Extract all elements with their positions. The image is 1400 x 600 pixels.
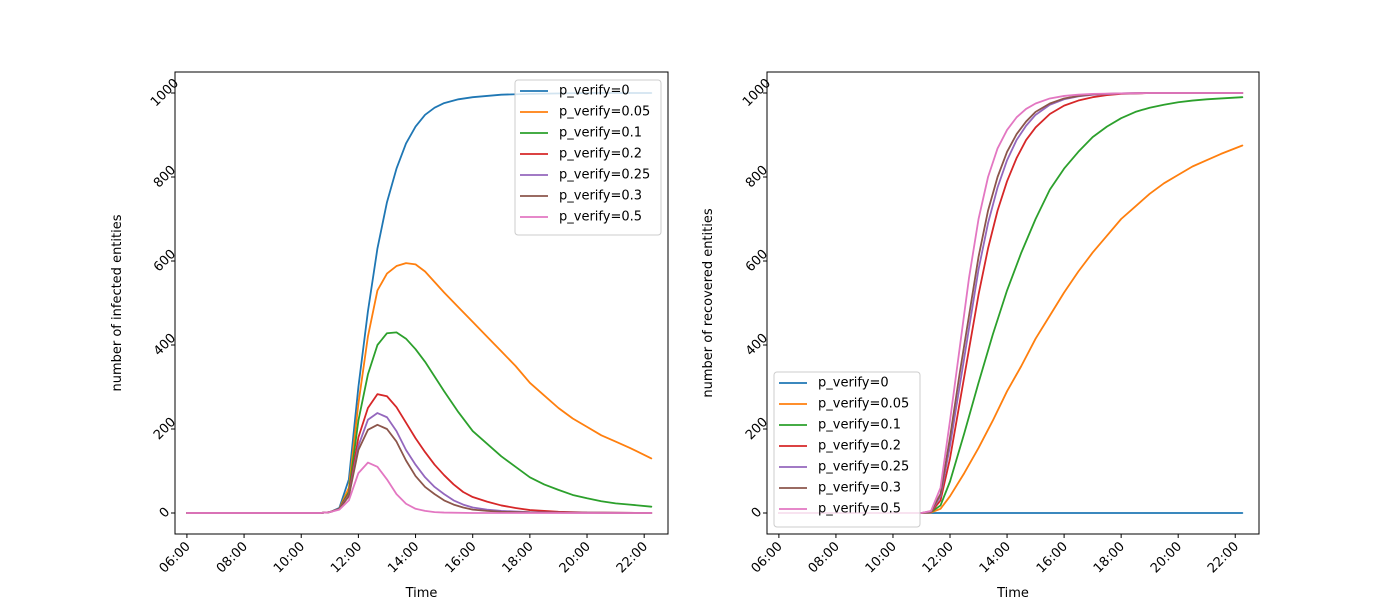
x-tick-label: 18:00 xyxy=(1091,539,1128,576)
x-axis-label: Time xyxy=(996,586,1029,600)
series-line-2 xyxy=(777,144,1244,514)
axes-frame xyxy=(766,71,1260,535)
x-tick-label: 16:00 xyxy=(442,539,479,576)
legend-label: p_verify=0 xyxy=(818,376,889,391)
x-tick-label: 08:00 xyxy=(214,539,251,576)
series-line-5 xyxy=(186,412,653,514)
series-line-3 xyxy=(186,331,653,514)
y-axis-label: number of infected entities xyxy=(110,214,125,391)
chart-panel-1: 06:00 08:00 10:00 12:00 14:00 16:00 18:00 20:00… xyxy=(110,71,669,600)
x-tick-label: 10:00 xyxy=(863,539,900,576)
x-axis-label: Time xyxy=(405,586,438,600)
series-line-7 xyxy=(186,461,653,514)
legend-label: p_verify=0.3 xyxy=(559,189,642,204)
series-line-4 xyxy=(186,393,653,514)
x-tick-label: 08:00 xyxy=(806,539,843,576)
x-tick-label: 12:00 xyxy=(328,539,365,576)
legend: p_verify=0 p_verify=0.05 p_verify=0.1 p_ver… xyxy=(514,79,662,236)
x-tick-label: 06:00 xyxy=(749,539,786,576)
y-tick-label: 1000 xyxy=(148,76,182,110)
x-tick-label: 14:00 xyxy=(977,539,1014,576)
x-tick-label: 06:00 xyxy=(157,539,194,576)
legend-box xyxy=(773,371,921,528)
legend-label: p_verify=0.3 xyxy=(818,481,901,496)
x-tick-label: 12:00 xyxy=(920,539,957,576)
chart-panel-2: 06:00 08:00 10:00 12:00 14:00 16:00 18:00 20:00… xyxy=(701,71,1260,600)
y-axis-label: number of recovered entities xyxy=(701,208,716,397)
x-tick-label: 18:00 xyxy=(500,539,537,576)
legend-label: p_verify=0.25 xyxy=(559,168,650,183)
y-tick-label: 1000 xyxy=(740,76,774,110)
y-tick-label: 0 xyxy=(157,505,173,521)
legend: p_verify=0 p_verify=0.05 p_verify=0.1 p_ver… xyxy=(773,371,921,528)
legend-label: p_verify=0.5 xyxy=(559,210,642,225)
x-tick-label: 14:00 xyxy=(385,539,422,576)
legend-label: p_verify=0.05 xyxy=(559,105,650,120)
legend-box xyxy=(514,79,662,236)
x-tick-label: 22:00 xyxy=(1205,539,1242,576)
legend-label: p_verify=0.1 xyxy=(559,126,642,141)
series-line-3 xyxy=(777,96,1244,514)
y-tick-label: 0 xyxy=(749,505,765,521)
legend-label: p_verify=0.1 xyxy=(818,418,901,433)
axes-frame xyxy=(174,71,669,535)
x-tick-label: 20:00 xyxy=(1148,539,1185,576)
x-tick-label: 20:00 xyxy=(557,539,594,576)
x-tick-label: 16:00 xyxy=(1034,539,1071,576)
x-tick-label: 10:00 xyxy=(271,539,308,576)
legend-label: p_verify=0.2 xyxy=(818,439,901,454)
series-line-7 xyxy=(777,92,1244,514)
legend-label: p_verify=0.25 xyxy=(818,460,909,475)
series-line-4 xyxy=(777,92,1244,514)
legend-label: p_verify=0.5 xyxy=(818,502,901,517)
x-tick-label: 22:00 xyxy=(614,539,651,576)
legend-label: p_verify=0.2 xyxy=(559,147,642,162)
legend-label: p_verify=0.05 xyxy=(818,397,909,412)
series-line-2 xyxy=(186,262,653,514)
legend-label: p_verify=0 xyxy=(559,84,630,99)
